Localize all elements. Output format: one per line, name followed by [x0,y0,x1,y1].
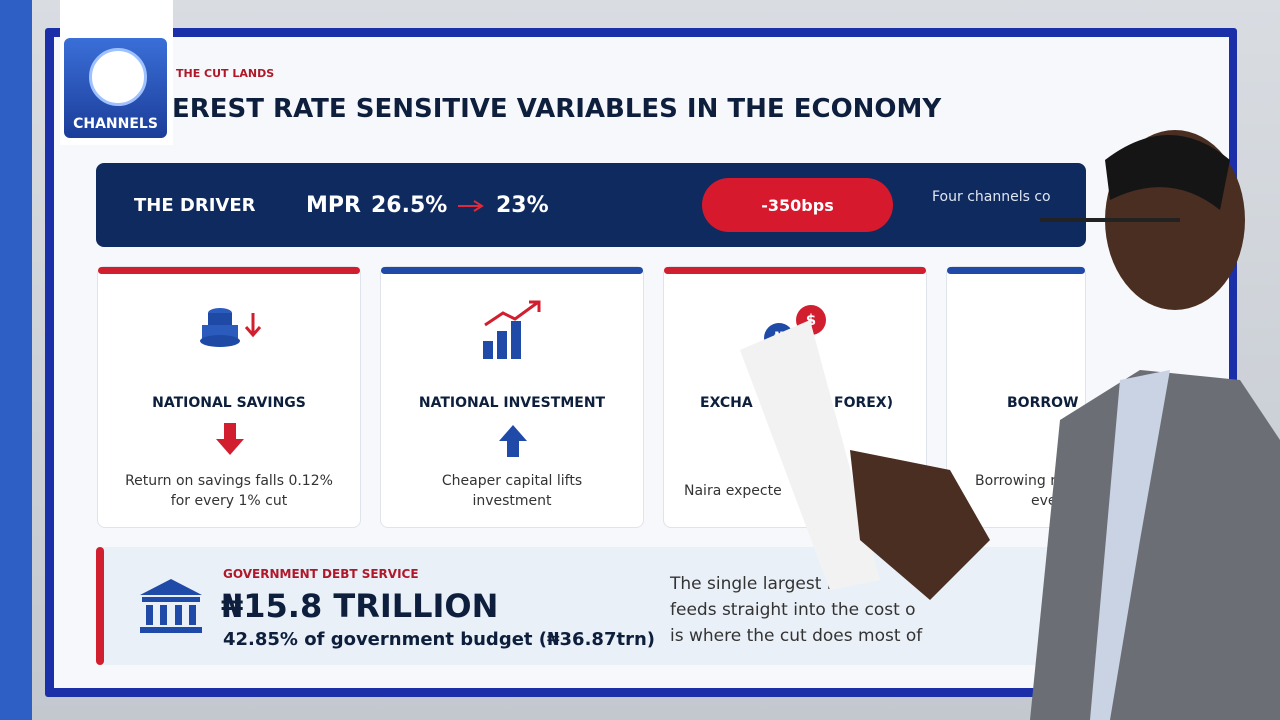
driver-label: THE DRIVER [134,195,256,216]
card-bar [98,267,360,274]
investment-icon [483,300,541,359]
down-arrow [216,423,244,455]
card-title: FOREX) [834,395,894,411]
driver-bar: THE DRIVER MPR 26.5% 23% -350bps Four ch… [96,163,1086,247]
logo-label: CHANNELS [73,116,158,132]
debt-text: feeds straight into the cost o [670,600,916,620]
debt-text: The single largest li [670,574,837,594]
rate-to: 23% [496,193,549,218]
card: NATIONAL INVESTMENT Cheaper capital lift… [380,266,644,528]
rate-name: MPR [306,193,361,218]
logo-globe [89,48,147,106]
card-text: Cheaper capital lifts [441,473,583,489]
debt-text: is where the cut does most of [670,626,923,646]
arrow [458,200,484,212]
change-pill: -350bps [702,178,893,232]
card-text: investment [472,493,552,509]
slide-title: EREST RATE SENSITIVE VARIABLES IN THE EC… [172,94,942,124]
card-title: EXCHA [700,395,753,411]
debt-panel: GOVERNMENT DEBT SERVICE ₦15.8 TRILLION 4… [96,547,1076,665]
side-bar [0,0,32,720]
change: -350bps [761,196,834,215]
card-text: for every 1% cut [170,493,288,509]
debt-label: GOVERNMENT DEBT SERVICE [223,567,419,581]
card-title: NATIONAL SAVINGS [152,395,306,411]
bank-icon [140,579,202,633]
presenter [740,130,1280,720]
card-text: eve [1031,493,1057,509]
card-title: NATIONAL INVESTMENT [418,395,606,411]
card-title: BORROW [1007,395,1079,411]
savings-icon [200,308,262,347]
card-text: Naira expecte [684,483,782,499]
debt-share: 42.85% of government budget (₦36.87trn) [223,629,655,650]
rate-from: 26.5% [371,193,448,218]
debt-amount: ₦15.8 TRILLION [221,587,499,625]
kicker: THE CUT LANDS [176,67,275,80]
card-text: Return on savings falls 0.12% [125,473,333,489]
card-bar [381,267,643,274]
debt-accent [96,547,104,665]
card-bar [947,267,1085,274]
logo: CHANNELS [64,38,167,138]
card: NATIONAL SAVINGS Return on savings falls… [97,266,361,528]
up-arrow [499,425,527,457]
driver-note: Four channels co [932,189,1051,205]
card-bar [664,267,926,274]
card-text: Borrowing ra [975,473,1065,489]
